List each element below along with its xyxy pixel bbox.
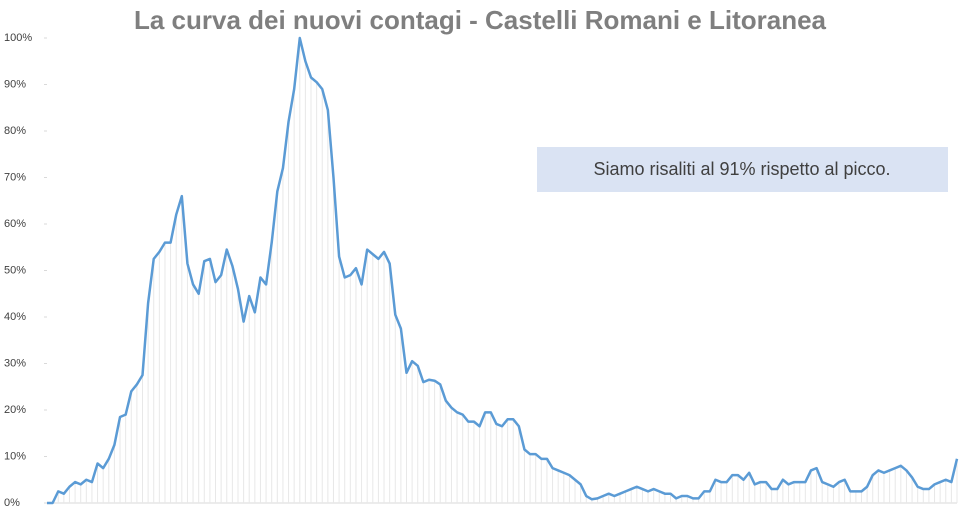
line	[47, 36, 959, 505]
y-tick-label: 70%	[4, 171, 26, 183]
y-tick-label: 100%	[4, 32, 32, 44]
y-tick-label: 20%	[4, 404, 26, 416]
y-tick-label: 80%	[4, 125, 26, 137]
y-tick-label: 10%	[4, 450, 26, 462]
annotation-box	[537, 147, 948, 192]
y-tick-label: 60%	[4, 218, 26, 230]
y-tick-label: 90%	[4, 78, 26, 90]
y-tick-label: 0%	[4, 497, 20, 509]
chart-title: La curva dei nuovi contagi - Castelli Ro…	[134, 5, 827, 35]
annotation: Siamo risaliti al 91% rispetto al picco.	[593, 159, 890, 179]
y-tick-label: 30%	[4, 357, 26, 369]
y-tick-label: 50%	[4, 264, 26, 276]
y-tick-label: 40%	[4, 311, 26, 323]
